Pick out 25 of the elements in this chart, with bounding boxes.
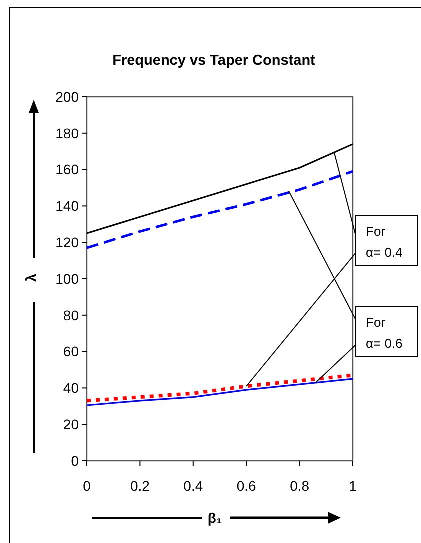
- line-series: [86, 170, 354, 250]
- y-tick-label: 100: [56, 270, 80, 287]
- x-axis-title: β₁: [208, 510, 222, 526]
- chart-title: Frequency vs Taper Constant: [112, 53, 316, 69]
- x-tick-label: 0.4: [184, 478, 204, 494]
- x-tick-label: 1: [349, 478, 358, 494]
- y-tick-label: 80: [63, 307, 80, 324]
- annotation: For α= 0.4: [366, 224, 403, 260]
- y-tick-label: 40: [63, 380, 80, 396]
- x-tick-label: 0: [83, 478, 92, 494]
- y-axis-title: λ: [23, 274, 39, 282]
- y-tick-label: 0: [71, 452, 80, 469]
- line-series: [86, 144, 354, 234]
- x-tick-label: 0.2: [130, 478, 150, 494]
- y-tick-label: 140: [56, 198, 80, 214]
- y-tick-label: 60: [63, 344, 80, 360]
- y-tick-label: 120: [56, 234, 80, 250]
- y-tick-label: 180: [56, 125, 80, 142]
- x-tick-label: 0.8: [290, 478, 310, 494]
- y-tick-label: 20: [63, 416, 80, 432]
- x-tick-label: 0.6: [236, 478, 257, 494]
- y-tick-label: 200: [56, 88, 80, 105]
- line-series: [86, 378, 354, 406]
- y-tick-label: 160: [56, 162, 80, 178]
- annotation: For α= 0.6: [366, 315, 403, 351]
